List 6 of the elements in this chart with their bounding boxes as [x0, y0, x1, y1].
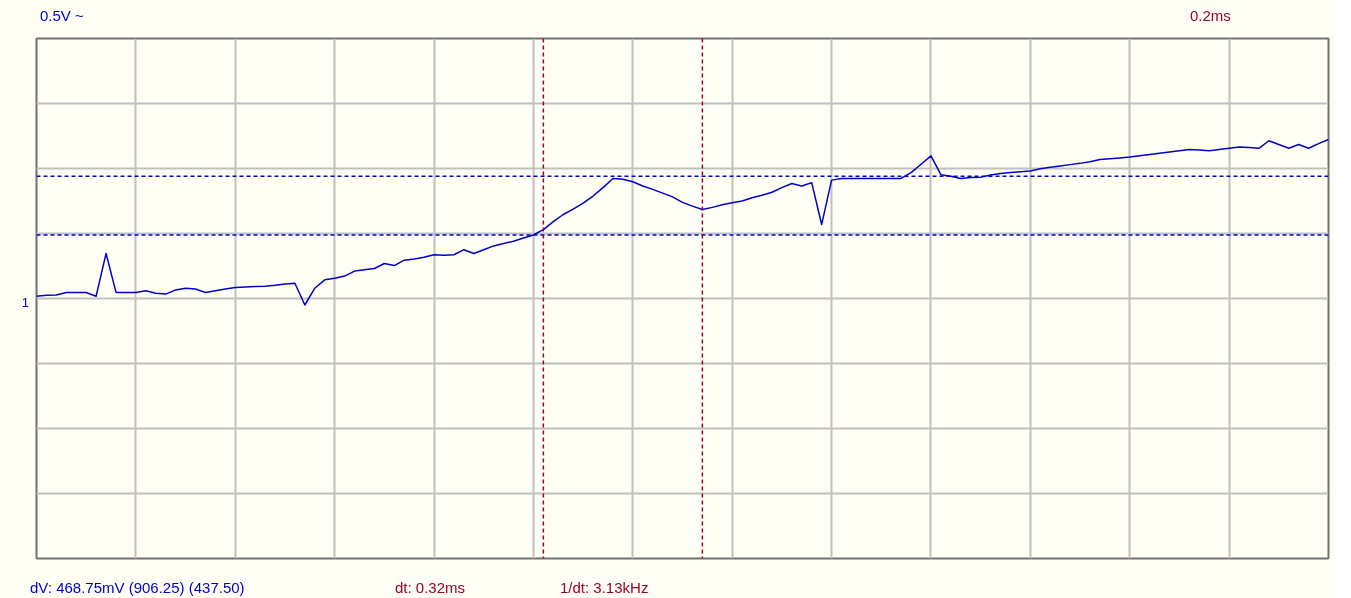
- chart-title: 0.5V ~: [40, 6, 84, 26]
- text: 0.2ms: [1190, 6, 1231, 26]
- text: 1: [21, 294, 29, 312]
- text: dt: 0.32ms: [395, 578, 466, 598]
- text: dV: 468.75mV (906.25) (437.50): [30, 578, 245, 598]
- text: 1/dt: 3.13kHz: [560, 578, 649, 598]
